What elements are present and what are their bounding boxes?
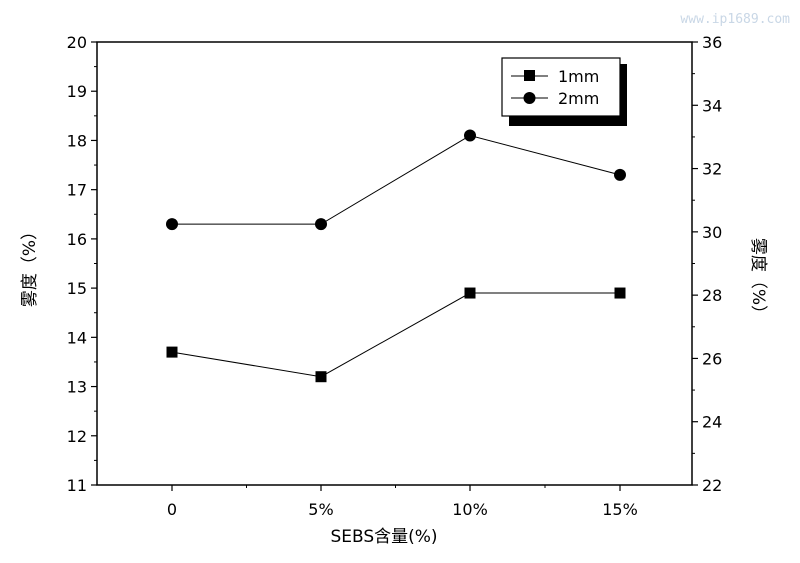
- left-tick-label: 11: [67, 476, 87, 495]
- legend: 1mm 2mm: [501, 57, 627, 126]
- series-line-2mm: [172, 134, 621, 225]
- right-axis-title: 雾度（%）: [748, 238, 768, 322]
- left-tick-label: 16: [67, 230, 87, 249]
- legend-box: [501, 57, 621, 117]
- right-axis: 22 24 26 28 30 32 34 36: [692, 33, 722, 495]
- data-point-2mm: [464, 129, 476, 142]
- left-tick-label: 13: [67, 378, 87, 397]
- legend-square-marker: [524, 70, 535, 81]
- legend-label-2mm: 2mm: [558, 89, 599, 108]
- right-tick-label: 34: [702, 96, 722, 115]
- left-tick-label: 15: [67, 279, 87, 298]
- right-tick-label: 22: [702, 476, 722, 495]
- left-tick-label: 18: [67, 131, 87, 150]
- x-tick-label: 15%: [602, 500, 638, 519]
- left-tick-label: 14: [67, 328, 87, 347]
- left-tick-label: 20: [67, 33, 87, 52]
- left-tick-label: 19: [67, 82, 87, 101]
- data-point-1mm: [464, 287, 476, 299]
- x-tick-label: 5%: [308, 500, 333, 519]
- right-tick-label: 36: [702, 33, 722, 52]
- right-tick-label: 30: [702, 223, 722, 242]
- watermark-text: www.ip1689.com: [680, 12, 790, 27]
- data-point-2mm: [614, 168, 626, 181]
- data-point-1mm: [166, 346, 178, 358]
- left-axis: 11 12 13 14 15 16 17 18 19 20: [67, 33, 97, 495]
- x-tick-label: 10%: [452, 500, 488, 519]
- data-point-2mm: [315, 218, 327, 231]
- left-axis-title: 雾度（%）: [20, 223, 40, 307]
- legend-label-1mm: 1mm: [558, 67, 599, 86]
- legend-circle-marker: [523, 92, 536, 104]
- right-tick-label: 24: [702, 413, 722, 432]
- x-axis-title: SEBS含量(%): [330, 527, 437, 547]
- data-point-1mm: [315, 371, 327, 383]
- x-tick-label: 0: [167, 500, 177, 519]
- x-axis: 0 5% 10% 15%: [167, 485, 638, 519]
- left-tick-label: 12: [67, 427, 87, 446]
- data-point-1mm: [614, 287, 626, 299]
- right-tick-label: 32: [702, 160, 722, 179]
- right-tick-label: 26: [702, 349, 722, 368]
- right-tick-label: 28: [702, 286, 722, 305]
- left-tick-label: 17: [67, 181, 87, 200]
- data-point-2mm: [166, 218, 178, 231]
- series-layer: [166, 129, 626, 383]
- series-line-1mm: [171, 292, 620, 378]
